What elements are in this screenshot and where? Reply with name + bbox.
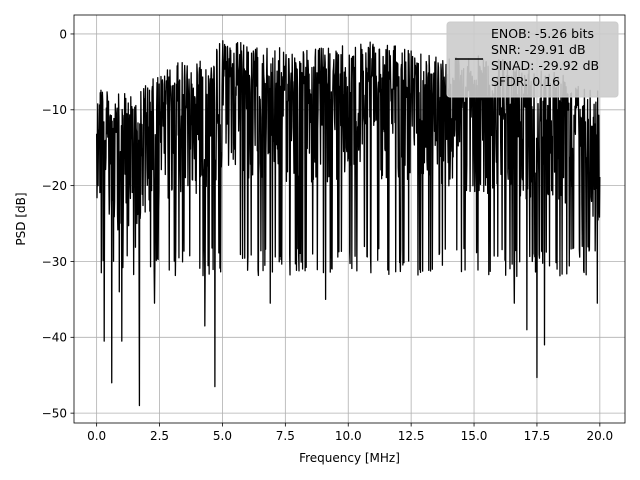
y-axis-label: PSD [dB] (14, 192, 28, 245)
legend-box (446, 21, 619, 98)
plot-area-frame (73, 14, 626, 424)
x-axis: 0.0 2.5 5.0 7.5 10.0 12.5 15.0 17.5 20.0 (87, 423, 613, 443)
x-tick-label: 5.0 (213, 429, 232, 443)
legend: ENOB: -5.26 bits SNR: -29.91 dB SINAD: -… (446, 21, 619, 98)
psd-series-line (95, 40, 601, 407)
legend-label-line-sfdr: SFDR: 0.16 (491, 74, 560, 89)
legend-label-line-sinad: SINAD: -29.92 dB (491, 58, 599, 73)
x-tick-label: 15.0 (461, 429, 488, 443)
x-tick-label: 12.5 (398, 429, 425, 443)
series-layer (95, 40, 601, 407)
y-tick-label: −50 (42, 406, 67, 420)
legend-label-line-snr: SNR: -29.91 dB (491, 42, 586, 57)
x-tick-label: 20.0 (586, 429, 613, 443)
y-tick-label: −30 (42, 255, 67, 269)
legend-label: ENOB: -5.26 bits SNR: -29.91 dB SINAD: -… (491, 26, 603, 89)
y-tick-label: −10 (42, 103, 67, 117)
x-tick-label: 2.5 (150, 429, 169, 443)
x-tick-label: 10.0 (335, 429, 362, 443)
y-tick-label: −20 (42, 179, 67, 193)
x-tick-label: 7.5 (276, 429, 295, 443)
legend-label-line-enob: ENOB: -5.26 bits (491, 26, 594, 41)
y-tick-label: 0 (59, 27, 67, 41)
y-axis: 0 −10 −20 −30 −40 −50 (42, 27, 74, 420)
x-tick-label: 0.0 (87, 429, 106, 443)
y-tick-label: −40 (42, 331, 67, 345)
x-tick-label: 17.5 (524, 429, 551, 443)
x-axis-label: Frequency [MHz] (299, 451, 400, 465)
